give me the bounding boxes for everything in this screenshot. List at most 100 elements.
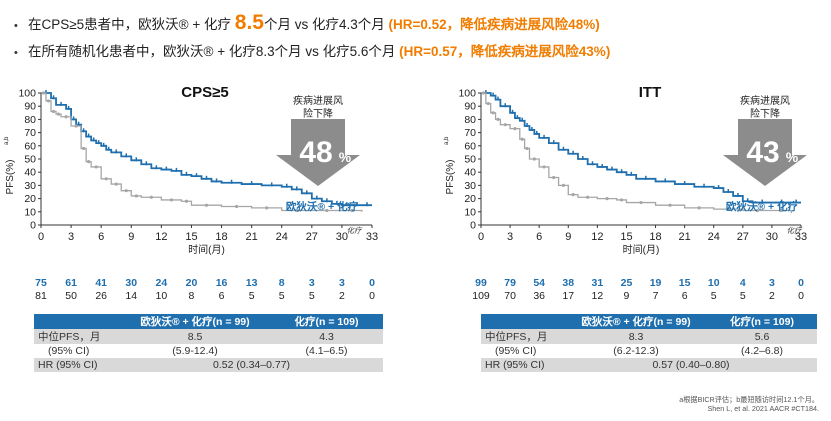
table-header-cell: [34, 314, 120, 329]
x-tick-label: 24: [708, 231, 720, 243]
footnote-line-1: a根据BICR评估；b最短随访时间12.1个月。: [679, 395, 819, 404]
y-tick-label: 60: [464, 140, 476, 152]
censor-mark-chemo: [204, 203, 209, 207]
y-tick-label: 10: [24, 206, 36, 218]
table-row: HR (95% CI) 0.57 (0.40–0.80): [481, 358, 817, 372]
risk-count-combo: 38: [562, 277, 574, 289]
y-tick-label: 70: [24, 127, 36, 139]
risk-count-chemo: 7: [653, 290, 659, 302]
x-tick-label: 15: [185, 231, 197, 243]
table-row: (95% CI) (5.9-12.4) (4.1–6.5): [34, 344, 383, 358]
censor-mark-chemo: [491, 111, 495, 115]
risk-count-combo: 79: [504, 277, 516, 289]
censor-mark-chemo: [325, 208, 329, 213]
x-tick-label: 33: [795, 231, 807, 243]
censor-mark-chemo: [503, 123, 507, 127]
series-line-chemo: [41, 92, 363, 212]
risk-count-combo: 0: [369, 277, 375, 289]
y-tick-label: 20: [464, 193, 476, 205]
x-tick-label: 30: [336, 231, 348, 243]
censor-mark-chemo: [46, 99, 51, 103]
censor-mark-chemo: [552, 175, 556, 180]
reduction-arrow-shape: [723, 119, 807, 186]
bullet-line-1: • 在CPS≥5患者中，欧狄沃® + 化疗 8.5 个月 vs 化疗4.3个月 (…: [14, 10, 824, 39]
table-cell: 8.5: [120, 329, 270, 344]
y-tick-label: 0: [30, 220, 36, 232]
risk-count-chemo: 2: [339, 290, 345, 302]
line-label-combo: 欧狄沃® + 化疗: [726, 200, 799, 213]
y-tick-label: 90: [464, 101, 476, 113]
censor-mark-chemo: [520, 137, 524, 141]
arrow-caption-line2: 险下降: [303, 107, 333, 120]
table-header-cell: [481, 314, 565, 329]
x-tick-label: 3: [507, 231, 513, 243]
arrow-caption-line1: 疾病进展风: [740, 94, 790, 107]
table-cell: 5.6: [707, 329, 817, 344]
censor-mark-chemo: [532, 157, 536, 161]
risk-count-combo: 15: [679, 277, 691, 289]
risk-count-combo: 3: [309, 277, 315, 289]
censor-mark-chemo: [525, 146, 529, 151]
x-tick-label: 27: [737, 231, 749, 243]
risk-count-chemo: 6: [682, 290, 688, 302]
x-tick-label: 12: [155, 231, 167, 243]
x-tick-label: 15: [620, 231, 632, 243]
table-row: HR (95% CI) 0.52 (0.34–0.77): [34, 358, 383, 372]
table-row: 中位PFS，月 8.3 5.6: [481, 329, 817, 344]
bullet-1-highlight: (HR=0.52，降低疾病进展风险48%): [388, 17, 600, 32]
bullet-2-highlight: (HR=0.57，降低疾病进展风险43%): [399, 44, 611, 59]
x-tick-label: 9: [565, 231, 571, 243]
risk-count-combo: 4: [740, 277, 746, 289]
risk-count-combo: 20: [186, 277, 198, 289]
censor-mark-chemo: [51, 109, 56, 114]
table-cell: (95% CI): [48, 345, 90, 357]
headline-bullets: • 在CPS≥5患者中，欧狄沃® + 化疗 8.5 个月 vs 化疗4.3个月 (…: [14, 10, 824, 66]
censor-mark-chemo: [486, 101, 490, 106]
bullet-dot: •: [14, 20, 18, 32]
bullet-dot: •: [14, 47, 18, 59]
censor-mark-chemo: [697, 206, 701, 210]
table-header-row: 欧狄沃® + 化疗(n = 99) 化疗(n = 109): [34, 314, 383, 329]
arrow-caption-line1: 疾病进展风: [293, 94, 343, 107]
table-cell: (4.2–6.8): [740, 345, 784, 357]
x-tick-label: 6: [98, 231, 104, 243]
risk-count-combo: 99: [475, 277, 487, 289]
censor-mark-chemo: [87, 160, 91, 164]
reduction-unit: %: [786, 149, 799, 165]
line-label-combo: 欧狄沃® + 化疗: [286, 200, 359, 213]
risk-count-combo: 54: [533, 277, 545, 289]
risk-count-combo: 31: [592, 277, 604, 289]
censor-mark-chemo: [104, 177, 108, 181]
series-line-combo: [481, 92, 801, 204]
bullet-1-big-value: 8.5: [234, 11, 264, 34]
reduction-value: 43: [746, 136, 779, 169]
risk-count-combo: 24: [156, 277, 168, 289]
censor-mark-chemo: [82, 146, 86, 151]
risk-count-chemo: 14: [125, 290, 137, 302]
risk-count-combo: 30: [125, 277, 137, 289]
table-cell: HR (95% CI): [34, 358, 120, 372]
x-tick-label: 6: [536, 231, 542, 243]
risk-count-chemo: 5: [309, 290, 315, 302]
y-axis-label-sup: a,b: [444, 136, 450, 145]
y-tick-label: 0: [470, 220, 476, 232]
x-tick-label: 33: [366, 231, 378, 243]
censor-mark-chemo: [124, 189, 128, 193]
footnote: a根据BICR评估；b最短随访时间12.1个月。 Shen L, et al. …: [679, 395, 819, 413]
censor-mark-chemo: [41, 91, 46, 95]
x-tick-label: 18: [215, 231, 227, 243]
risk-count-chemo: 12: [592, 290, 604, 302]
x-tick-label: 9: [128, 231, 134, 243]
y-tick-label: 90: [24, 101, 36, 113]
risk-count-chemo: 9: [624, 290, 630, 302]
chart-title: CPS≥5: [181, 84, 228, 101]
y-tick-label: 40: [24, 167, 36, 179]
y-tick-label: 80: [464, 114, 476, 126]
footnote-line-2: Shen L, et al. 2021 AACR #CT184.: [707, 404, 819, 413]
y-tick-label: 10: [464, 206, 476, 218]
censor-mark-chemo: [265, 206, 269, 210]
x-tick-label: 0: [38, 231, 44, 243]
x-tick-label: 21: [246, 231, 258, 243]
risk-count-chemo: 36: [533, 290, 545, 302]
table-header-row: 欧狄沃® + 化疗(n = 99) 化疗(n = 109): [481, 314, 817, 329]
